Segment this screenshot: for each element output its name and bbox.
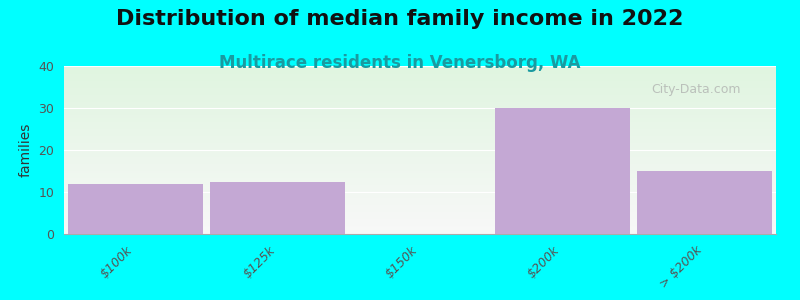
- Bar: [637, 171, 773, 234]
- Y-axis label: families: families: [19, 123, 33, 177]
- Bar: [210, 182, 346, 234]
- Bar: [494, 108, 630, 234]
- Text: City-Data.com: City-Data.com: [651, 83, 741, 96]
- Bar: [67, 184, 203, 234]
- Text: Distribution of median family income in 2022: Distribution of median family income in …: [116, 9, 684, 29]
- Text: Multirace residents in Venersborg, WA: Multirace residents in Venersborg, WA: [219, 54, 581, 72]
